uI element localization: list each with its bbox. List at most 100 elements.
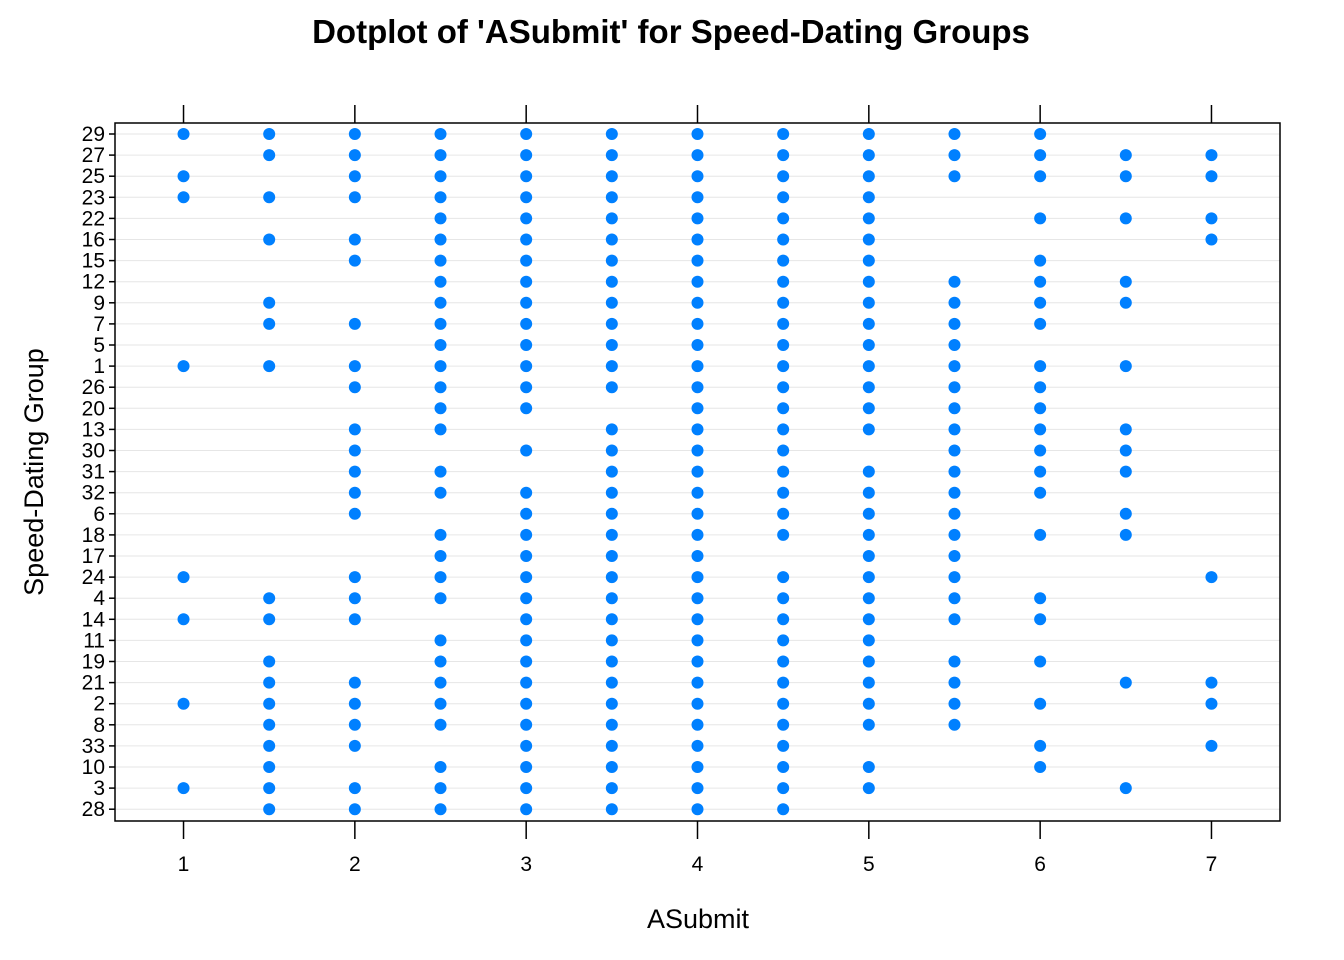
y-tick-label-5: 5 bbox=[93, 334, 105, 357]
point-group-13 bbox=[948, 423, 961, 436]
point-group-24 bbox=[520, 571, 533, 584]
point-group-9 bbox=[691, 296, 704, 309]
y-tick-label-24: 24 bbox=[82, 566, 106, 589]
point-group-27 bbox=[605, 149, 618, 162]
point-group-22 bbox=[777, 212, 790, 225]
point-group-15 bbox=[434, 254, 447, 267]
point-group-1 bbox=[1034, 360, 1047, 373]
point-group-21 bbox=[862, 676, 875, 689]
point-group-15 bbox=[348, 254, 361, 267]
point-group-24 bbox=[1205, 571, 1218, 584]
point-group-13 bbox=[777, 423, 790, 436]
y-tick-label-9: 9 bbox=[93, 292, 105, 315]
point-group-29 bbox=[348, 128, 361, 140]
point-group-26 bbox=[862, 381, 875, 394]
point-group-23 bbox=[777, 191, 790, 204]
point-group-31 bbox=[777, 465, 790, 478]
x-tick-label-3: 3 bbox=[520, 853, 532, 876]
point-group-3 bbox=[691, 782, 704, 795]
point-group-32 bbox=[434, 486, 447, 499]
point-group-9 bbox=[520, 296, 533, 309]
point-group-4 bbox=[862, 592, 875, 605]
point-group-14 bbox=[263, 613, 276, 626]
point-group-15 bbox=[605, 254, 618, 267]
point-group-2 bbox=[520, 697, 533, 710]
point-group-11 bbox=[520, 634, 533, 647]
point-group-27 bbox=[263, 149, 276, 162]
point-group-22 bbox=[862, 212, 875, 225]
y-tick-label-3: 3 bbox=[93, 777, 105, 800]
point-group-22 bbox=[1119, 212, 1132, 225]
point-group-14 bbox=[948, 613, 961, 626]
point-group-25 bbox=[1119, 170, 1132, 183]
point-group-1 bbox=[862, 360, 875, 373]
data-points bbox=[177, 128, 1218, 816]
point-group-29 bbox=[948, 128, 961, 140]
point-group-16 bbox=[263, 233, 276, 246]
y-tick-label-8: 8 bbox=[93, 714, 105, 737]
y-tick-label-30: 30 bbox=[82, 440, 105, 463]
point-group-9 bbox=[605, 296, 618, 309]
point-group-10 bbox=[434, 761, 447, 773]
point-group-20 bbox=[691, 402, 704, 415]
point-group-30 bbox=[691, 444, 704, 457]
y-tick-label-11: 11 bbox=[83, 629, 105, 652]
point-group-7 bbox=[862, 317, 875, 330]
point-group-33 bbox=[1034, 739, 1047, 752]
point-group-5 bbox=[605, 339, 618, 351]
point-group-22 bbox=[691, 212, 704, 225]
point-group-32 bbox=[605, 486, 618, 499]
y-tick-label-22: 22 bbox=[82, 207, 105, 230]
point-group-10 bbox=[263, 761, 276, 773]
point-group-25 bbox=[434, 170, 447, 183]
point-group-14 bbox=[691, 613, 704, 626]
point-group-16 bbox=[348, 233, 361, 246]
point-group-16 bbox=[862, 233, 875, 246]
point-group-29 bbox=[177, 128, 190, 140]
point-group-18 bbox=[434, 528, 447, 541]
y-tick-label-6: 6 bbox=[93, 503, 105, 526]
point-group-1 bbox=[948, 360, 961, 373]
point-group-12 bbox=[862, 275, 875, 288]
point-group-27 bbox=[862, 149, 875, 162]
point-group-26 bbox=[948, 381, 961, 394]
point-group-22 bbox=[1205, 212, 1218, 225]
point-group-22 bbox=[434, 212, 447, 225]
point-group-12 bbox=[605, 275, 618, 288]
y-tick-label-21: 21 bbox=[82, 672, 105, 695]
point-group-31 bbox=[1034, 465, 1047, 478]
point-group-33 bbox=[348, 739, 361, 752]
y-tick-label-25: 25 bbox=[82, 165, 105, 188]
point-group-7 bbox=[948, 317, 961, 330]
point-group-27 bbox=[434, 149, 447, 162]
point-group-15 bbox=[777, 254, 790, 267]
point-group-32 bbox=[862, 486, 875, 499]
point-group-1 bbox=[263, 360, 276, 373]
y-tick-label-33: 33 bbox=[82, 735, 105, 758]
y-tick-label-16: 16 bbox=[82, 229, 105, 252]
point-group-10 bbox=[691, 761, 704, 773]
point-group-17 bbox=[862, 550, 875, 562]
point-group-2 bbox=[948, 697, 961, 710]
point-group-28 bbox=[520, 803, 533, 816]
point-group-21 bbox=[605, 676, 618, 689]
point-group-5 bbox=[434, 339, 447, 351]
point-group-18 bbox=[691, 528, 704, 541]
point-group-14 bbox=[862, 613, 875, 626]
point-group-23 bbox=[605, 191, 618, 204]
point-group-4 bbox=[948, 592, 961, 605]
y-tick-label-28: 28 bbox=[82, 798, 105, 821]
y-tick-label-4: 4 bbox=[93, 587, 105, 610]
point-group-16 bbox=[1205, 233, 1218, 246]
point-group-14 bbox=[520, 613, 533, 626]
point-group-27 bbox=[1034, 149, 1047, 162]
point-group-31 bbox=[1119, 465, 1132, 478]
point-group-16 bbox=[434, 233, 447, 246]
point-group-30 bbox=[1034, 444, 1047, 457]
point-group-24 bbox=[348, 571, 361, 584]
point-group-30 bbox=[948, 444, 961, 457]
point-group-9 bbox=[263, 296, 276, 309]
x-tick-label-1: 1 bbox=[178, 853, 190, 876]
point-group-12 bbox=[948, 275, 961, 288]
point-group-11 bbox=[777, 634, 790, 647]
